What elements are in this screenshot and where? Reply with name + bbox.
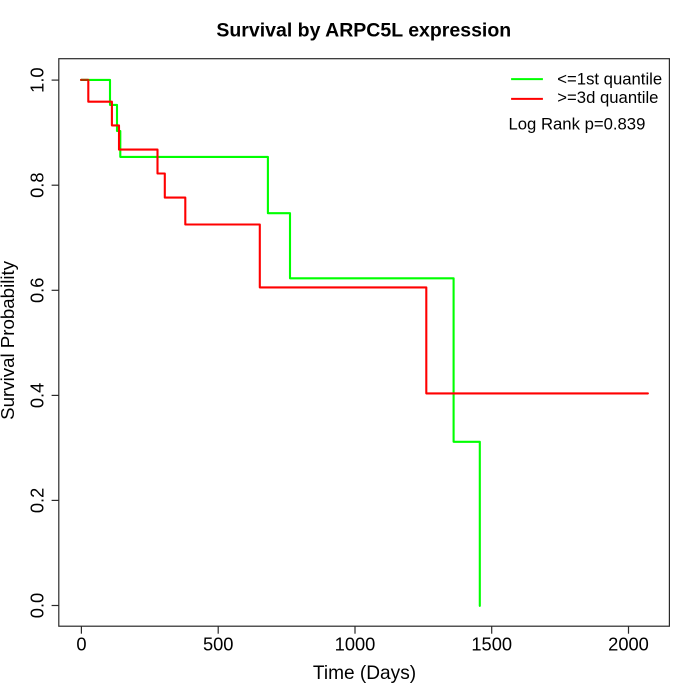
svg-text:Time (Days): Time (Days) [313, 663, 416, 684]
svg-text:0.6: 0.6 [27, 278, 48, 303]
svg-text:Survival by ARPC5L expression: Survival by ARPC5L expression [216, 19, 511, 41]
svg-text:0: 0 [76, 634, 86, 655]
svg-text:<=1st quantile: <=1st quantile [557, 70, 662, 89]
svg-text:>=3d quantile: >=3d quantile [557, 88, 658, 107]
svg-text:1.0: 1.0 [27, 67, 48, 92]
svg-text:1000: 1000 [335, 634, 376, 655]
svg-text:0.8: 0.8 [27, 172, 48, 197]
svg-text:0.0: 0.0 [27, 593, 48, 618]
svg-text:500: 500 [203, 634, 234, 655]
svg-text:1500: 1500 [471, 634, 512, 655]
svg-text:0.2: 0.2 [27, 488, 48, 513]
svg-text:Survival Probability: Survival Probability [0, 260, 18, 420]
svg-text:Log Rank p=0.839: Log Rank p=0.839 [509, 114, 646, 133]
svg-text:2000: 2000 [608, 634, 649, 655]
svg-text:0.4: 0.4 [27, 383, 48, 408]
